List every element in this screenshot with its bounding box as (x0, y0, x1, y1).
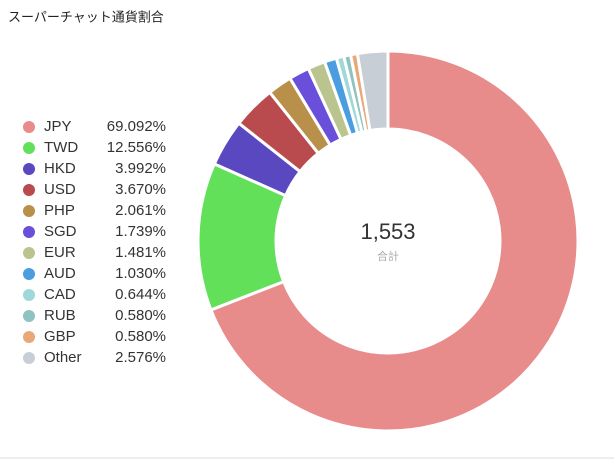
legend-value: 69.092% (107, 118, 166, 135)
legend-swatch (23, 247, 35, 259)
legend-label: USD (44, 181, 76, 198)
legend-label: Other (44, 349, 82, 366)
slice (355, 49, 390, 133)
legend-swatch (23, 184, 35, 196)
legend-value: 1.739% (115, 223, 166, 240)
legend-swatch (23, 310, 35, 322)
legend-value: 1.030% (115, 265, 166, 282)
legend-swatch (23, 142, 35, 154)
legend-label: GBP (44, 328, 76, 345)
legend-label: EUR (44, 244, 76, 261)
legend-value: 2.061% (115, 202, 166, 219)
legend-value: 1.481% (115, 244, 166, 261)
legend-value: 3.670% (115, 181, 166, 198)
legend-swatch (23, 226, 35, 238)
legend-label: JPY (44, 118, 72, 135)
legend-swatch (23, 163, 35, 175)
total-value: 1,553 (360, 219, 415, 244)
total-caption: 合計 (377, 249, 399, 263)
slice (208, 49, 580, 433)
legend-label: AUD (44, 265, 76, 282)
legend-label: HKD (44, 160, 76, 177)
legend-value: 3.992% (115, 160, 166, 177)
chart-title: スーパーチャット通貨割合 (8, 9, 164, 24)
legend-value: 2.576% (115, 349, 166, 366)
legend-label: CAD (44, 286, 76, 303)
legend-label: RUB (44, 307, 76, 324)
legend-swatch (23, 121, 35, 133)
legend-value: 0.580% (115, 328, 166, 345)
legend-swatch (23, 205, 35, 217)
legend-swatch (23, 352, 35, 364)
legend-swatch (23, 331, 35, 343)
legend-value: 12.556% (107, 139, 166, 156)
legend-label: PHP (44, 202, 75, 219)
legend-value: 0.580% (115, 307, 166, 324)
legend-label: TWD (44, 139, 78, 156)
legend-swatch (23, 268, 35, 280)
legend-value: 0.644% (115, 286, 166, 303)
legend-label: SGD (44, 223, 77, 240)
legend-swatch (23, 289, 35, 301)
